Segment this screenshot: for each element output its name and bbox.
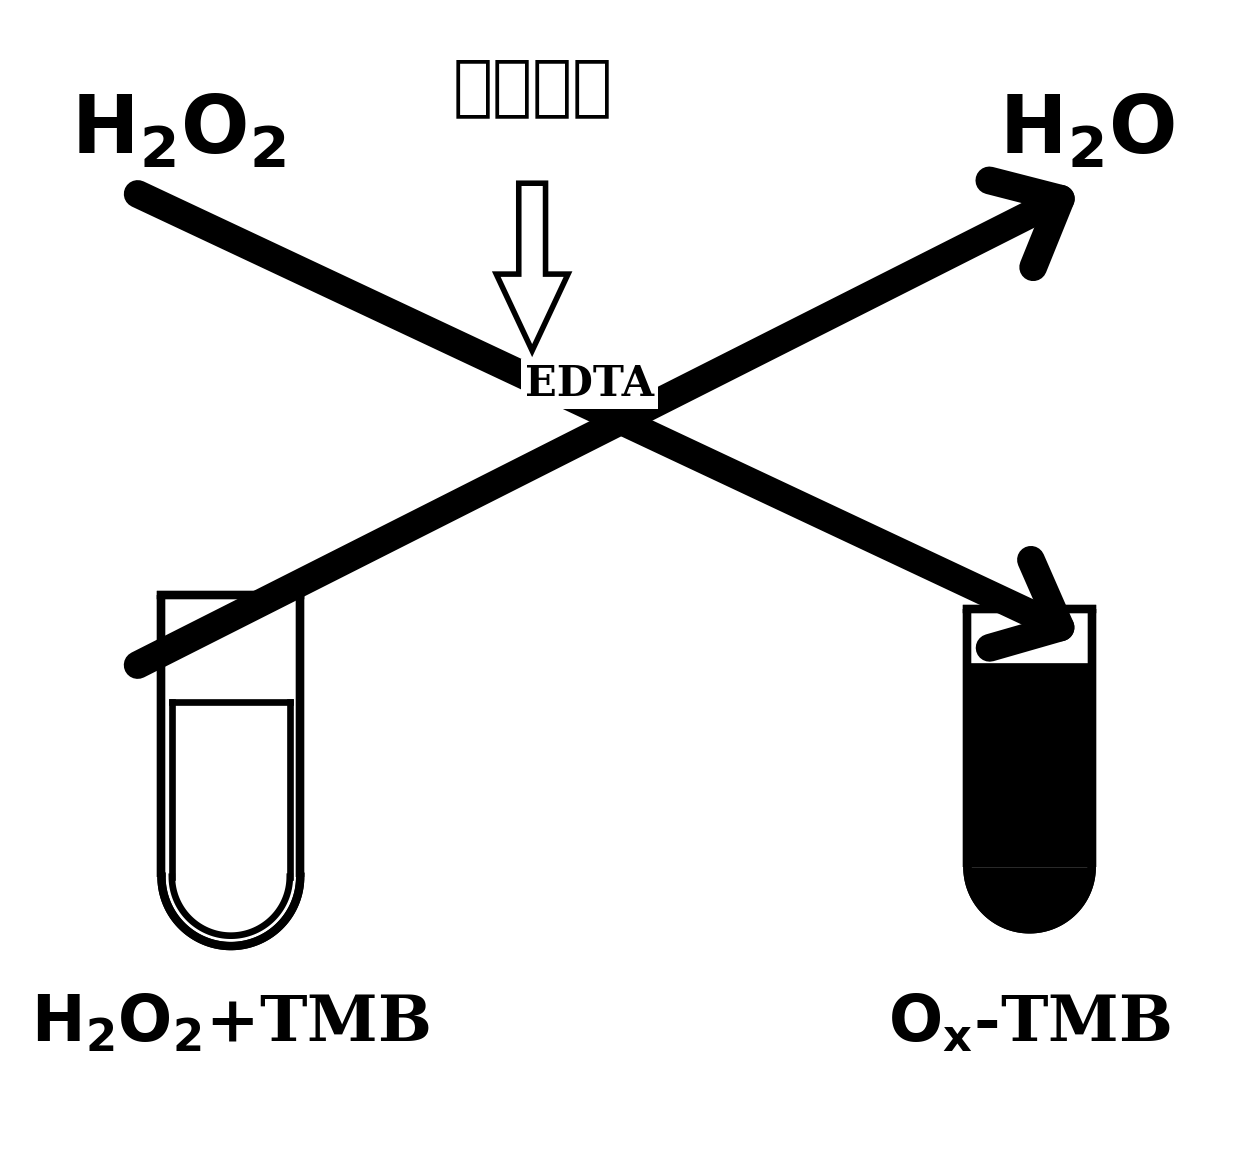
Text: 紫外光照: 紫外光照 xyxy=(453,54,613,120)
Polygon shape xyxy=(970,867,1089,927)
Polygon shape xyxy=(970,665,1089,867)
Text: $\mathbf{H_2O_2}$+TMB: $\mathbf{H_2O_2}$+TMB xyxy=(31,991,430,1054)
Polygon shape xyxy=(496,184,568,351)
Text: $\mathbf{O_x}$-TMB: $\mathbf{O_x}$-TMB xyxy=(888,991,1171,1054)
Text: $\mathbf{H_2O_2}$: $\mathbf{H_2O_2}$ xyxy=(71,92,285,172)
Text: EDTA: EDTA xyxy=(525,364,653,406)
Text: $\mathbf{H_2O}$: $\mathbf{H_2O}$ xyxy=(999,92,1176,172)
FancyArrowPatch shape xyxy=(138,194,1060,648)
FancyArrowPatch shape xyxy=(138,180,1061,665)
